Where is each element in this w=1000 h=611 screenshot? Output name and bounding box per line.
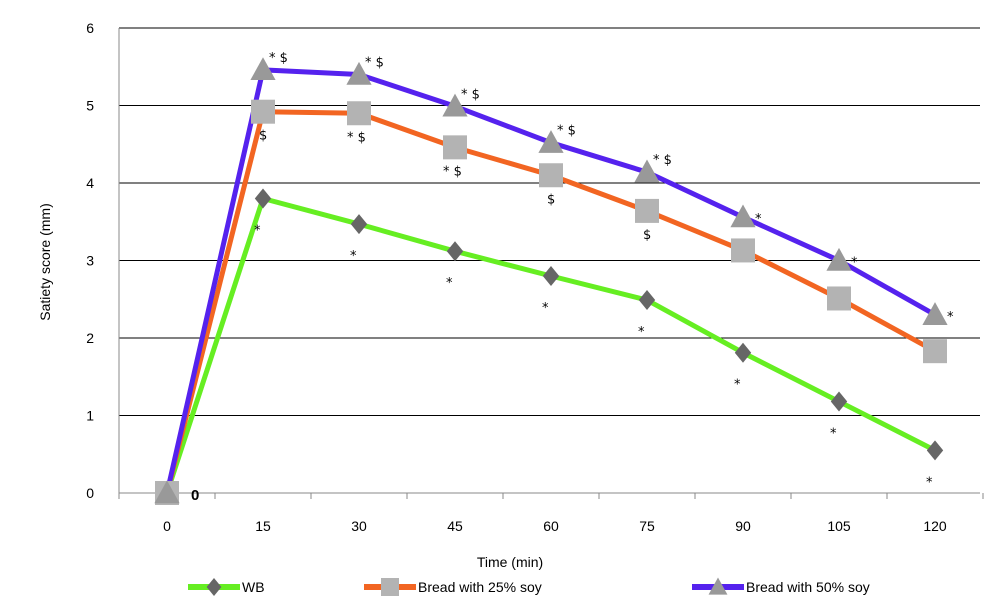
data-point xyxy=(154,480,180,504)
data-point xyxy=(250,57,276,81)
x-tick-labels: 0 15 30 45 60 75 90 105 120 xyxy=(118,493,984,534)
significance-label: * $ xyxy=(461,87,480,102)
data-point xyxy=(634,159,660,183)
legend-label: WB xyxy=(242,579,265,595)
significance-label: * xyxy=(755,212,762,227)
significance-label: * xyxy=(446,276,453,291)
significance-label: * xyxy=(254,224,261,239)
y-tick-label: 6 xyxy=(86,20,94,36)
y-tick-label: 3 xyxy=(86,253,94,269)
data-point xyxy=(443,135,467,160)
legend-item-bread-with-50-soy: Bread with 50% soy xyxy=(692,577,870,595)
significance-label: * xyxy=(638,325,645,340)
legend-label: Bread with 50% soy xyxy=(746,579,870,595)
data-point xyxy=(922,302,948,325)
significance-label: * xyxy=(947,310,954,325)
data-point xyxy=(539,163,563,188)
legend-swatch-marker xyxy=(206,578,222,596)
significance-label: * $ xyxy=(653,153,672,168)
legend-item-bread-with-25-soy: Bread with 25% soy xyxy=(364,578,542,596)
origin-zero-label: 0 xyxy=(191,487,199,504)
data-point xyxy=(251,99,275,124)
series-wb xyxy=(164,196,938,496)
y-tick-label: 2 xyxy=(86,330,94,346)
markers-bread-with-50-soy xyxy=(154,57,948,504)
significance-label: * $ xyxy=(443,164,462,179)
annotations: * * * * * * * * $ * $ * $ $ $ * $ * $ * $ * $ * $ * * * xyxy=(254,51,954,491)
series xyxy=(154,57,948,505)
data-point xyxy=(731,238,755,263)
data-point xyxy=(734,342,752,363)
x-tick-label: 105 xyxy=(827,518,851,534)
data-point xyxy=(730,204,756,228)
legend-item-wb: WB xyxy=(188,578,265,596)
significance-label: * $ xyxy=(347,130,366,145)
significance-label: * xyxy=(851,256,858,271)
legend-label: Bread with 25% soy xyxy=(418,579,542,595)
legend-swatch-marker xyxy=(708,577,728,595)
x-tick-label: 15 xyxy=(255,518,271,534)
significance-label: $ xyxy=(643,228,651,243)
data-point xyxy=(346,61,372,85)
data-point xyxy=(830,391,848,412)
axes xyxy=(118,28,980,494)
y-axis-title: Satiety score (mm) xyxy=(37,203,53,320)
y-tick-labels: 0 1 2 3 4 5 6 xyxy=(86,20,94,501)
markers-bread-with-25-soy xyxy=(155,99,947,505)
significance-label: * xyxy=(542,301,549,316)
significance-label: * $ xyxy=(365,56,384,71)
data-point xyxy=(446,241,464,262)
data-point xyxy=(347,101,371,126)
x-tick-label: 30 xyxy=(351,518,367,534)
y-tick-label: 0 xyxy=(86,485,94,501)
markers-wb xyxy=(158,188,944,503)
series-line xyxy=(164,196,938,496)
significance-label: * xyxy=(830,427,837,442)
y-tick-label: 4 xyxy=(86,175,94,191)
x-tick-label: 120 xyxy=(923,518,947,534)
data-point xyxy=(542,266,560,286)
significance-label: * xyxy=(350,249,357,264)
legend: WB Bread with 25% soy Bread with 50% soy xyxy=(188,577,870,596)
significance-label: * xyxy=(926,475,933,490)
data-point xyxy=(254,188,272,209)
significance-label: * $ xyxy=(557,124,576,139)
significance-label: $ xyxy=(547,192,555,207)
data-point xyxy=(638,290,656,311)
data-point xyxy=(635,198,659,223)
data-point xyxy=(538,130,564,153)
y-tick-label: 5 xyxy=(86,98,94,114)
data-point xyxy=(826,247,852,271)
x-tick-label: 75 xyxy=(639,518,655,534)
data-point xyxy=(442,93,468,117)
significance-label: * xyxy=(734,378,741,393)
x-tick-label: 0 xyxy=(163,518,171,534)
legend-swatch-marker xyxy=(381,578,399,596)
data-point xyxy=(350,214,368,235)
x-tick-label: 90 xyxy=(735,518,751,534)
x-tick-label: 45 xyxy=(447,518,463,534)
y-tick-label: 1 xyxy=(86,408,94,424)
significance-label: * $ xyxy=(269,51,288,66)
gridlines xyxy=(119,27,980,416)
data-point xyxy=(923,339,947,364)
x-tick-label: 60 xyxy=(543,518,559,534)
significance-label: $ xyxy=(259,129,267,144)
data-point xyxy=(926,440,944,461)
data-point xyxy=(827,286,851,311)
x-axis-title: Time (min) xyxy=(477,554,543,570)
